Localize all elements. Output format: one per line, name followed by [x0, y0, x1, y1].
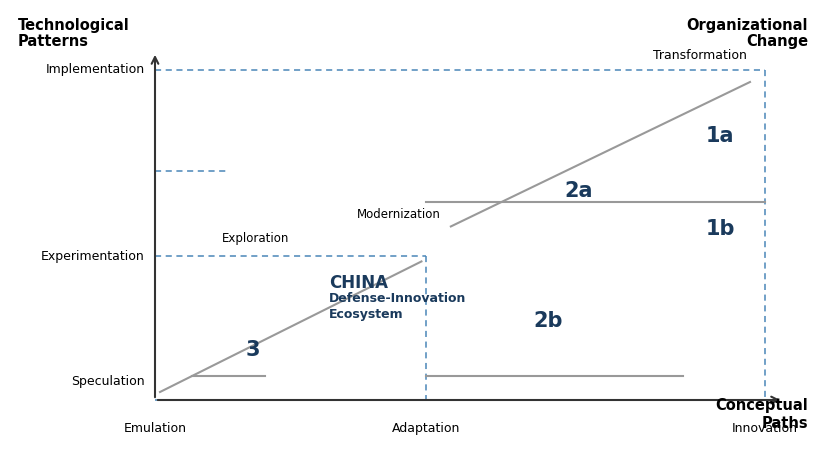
Text: Ecosystem: Ecosystem — [329, 308, 403, 322]
Text: Organizational: Organizational — [686, 18, 808, 33]
Text: Conceptual: Conceptual — [715, 398, 808, 413]
Text: Speculation: Speculation — [71, 375, 145, 388]
Text: Implementation: Implementation — [46, 63, 145, 76]
Text: 1b: 1b — [705, 219, 735, 239]
Text: Adaptation: Adaptation — [392, 422, 461, 435]
Text: Technological: Technological — [18, 18, 130, 33]
Text: CHINA: CHINA — [329, 274, 388, 293]
Text: Defense-Innovation: Defense-Innovation — [329, 293, 466, 305]
Text: Transformation: Transformation — [653, 49, 747, 62]
Text: Patterns: Patterns — [18, 34, 89, 49]
Text: Experimentation: Experimentation — [41, 250, 145, 263]
Text: Emulation: Emulation — [124, 422, 187, 435]
Text: Innovation: Innovation — [732, 422, 798, 435]
Text: 1a: 1a — [705, 126, 734, 146]
Text: Modernization: Modernization — [357, 208, 441, 221]
Text: 2a: 2a — [565, 181, 593, 201]
Text: 2b: 2b — [534, 311, 563, 331]
Text: Change: Change — [746, 34, 808, 49]
Text: Exploration: Exploration — [222, 232, 289, 245]
Text: 3: 3 — [245, 340, 260, 360]
Text: Paths: Paths — [762, 416, 808, 431]
